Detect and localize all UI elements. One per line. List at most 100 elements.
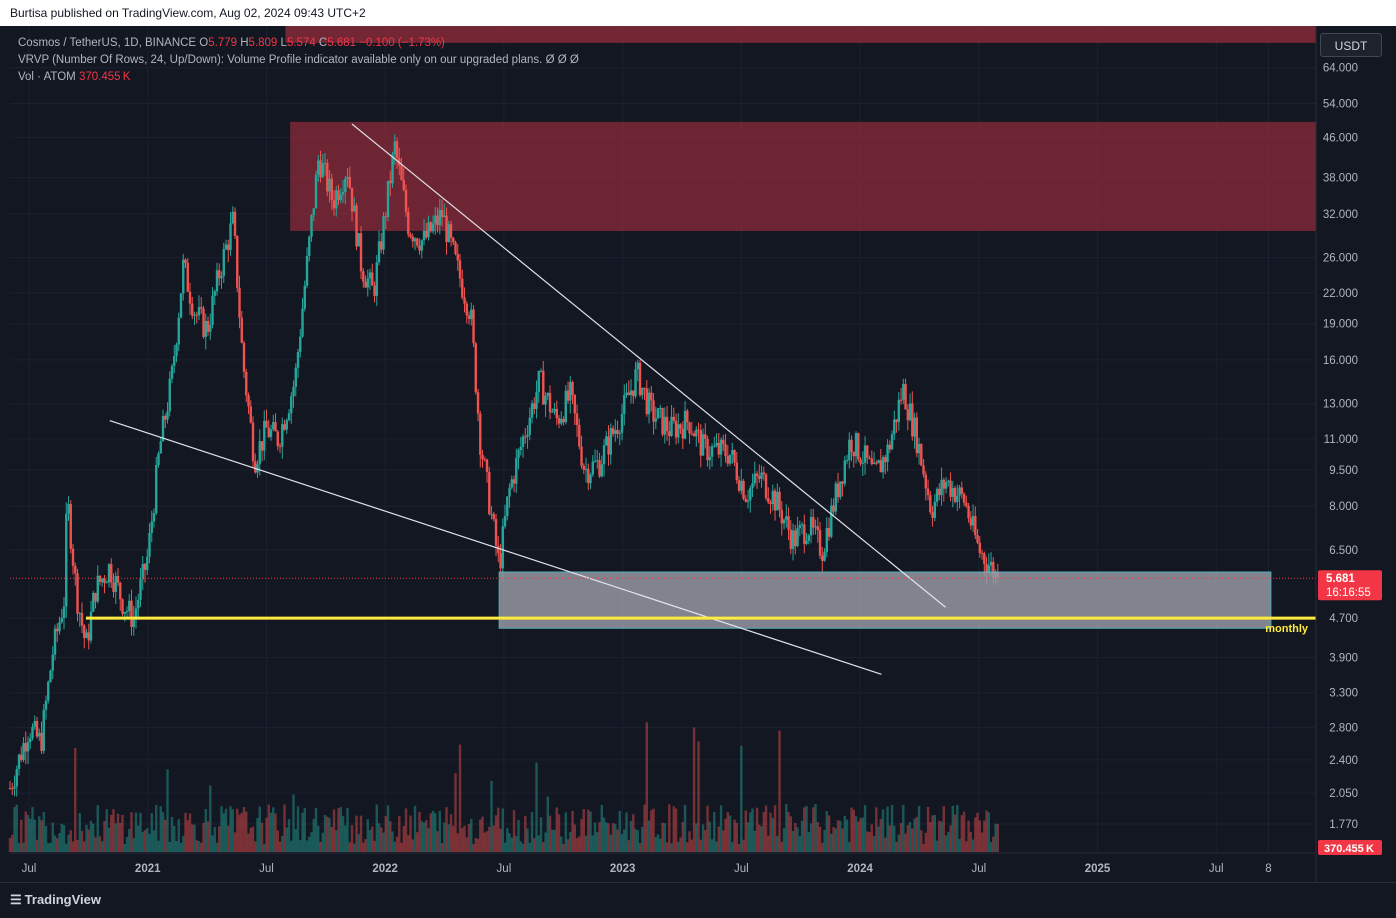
monthly-label: monthly	[1265, 623, 1309, 635]
candle-body	[654, 418, 657, 422]
volume-bar	[740, 745, 743, 852]
candle-body	[303, 285, 306, 309]
volume-bar	[519, 841, 522, 852]
volume-bar	[242, 806, 246, 852]
volume-bar	[485, 831, 489, 852]
volume-bar	[877, 826, 880, 852]
candle-body	[890, 434, 894, 450]
candle-body	[971, 515, 975, 526]
candle-body	[182, 259, 185, 294]
candle-body	[699, 430, 702, 456]
candle-body	[544, 395, 547, 405]
candle-body	[926, 488, 930, 496]
top-resistance-zone	[285, 26, 1316, 43]
volume-bar	[409, 815, 412, 852]
publisher-bar: Burtisa published on TradingView.com, Au…	[0, 0, 1396, 26]
volume-bar	[661, 822, 664, 852]
candle-body	[389, 180, 392, 184]
volume-label[interactable]: Vol · ATOM	[18, 71, 76, 83]
legend-symbol-row: Cosmos / TetherUS, 1D, BINANCE O5.779 H5…	[18, 35, 579, 52]
candle-body	[587, 468, 590, 484]
volume-bar	[933, 814, 937, 852]
volume-bar	[665, 842, 669, 852]
volume-bar	[904, 833, 907, 852]
candle-body	[773, 490, 777, 511]
candle-body	[11, 788, 14, 790]
candle-body	[922, 465, 925, 475]
candle-body	[35, 721, 39, 737]
candle-body	[292, 386, 295, 397]
candle-body	[51, 654, 54, 671]
volume-bar	[935, 840, 939, 852]
currency-button[interactable]: USDT	[1320, 33, 1382, 57]
candle-body	[265, 420, 268, 428]
volume-bar	[449, 814, 453, 852]
candle-body	[776, 491, 779, 511]
volume-bar	[290, 840, 293, 852]
candle-body	[805, 540, 808, 544]
candle-body	[105, 582, 108, 584]
time-tick-label: 2024	[847, 863, 873, 875]
volume-bar	[179, 842, 183, 852]
candle-body	[227, 244, 230, 251]
candle-body	[742, 480, 745, 499]
volume-bar	[978, 820, 982, 852]
candle-body	[359, 233, 363, 272]
candle-body	[553, 408, 556, 412]
volume-bar	[985, 810, 988, 852]
candle-body	[245, 371, 248, 396]
volume-bar	[382, 832, 385, 852]
tradingview-logo[interactable]: ☰ TradingView	[10, 892, 101, 908]
candle-body	[240, 317, 243, 343]
candle-body	[488, 472, 491, 515]
volume-bar	[715, 841, 718, 852]
volume-bar	[38, 816, 41, 852]
chart-frame[interactable]: monthly 64.000 54.000 46.000 38.000 32.000 26…	[0, 26, 1396, 918]
candle-body	[710, 446, 714, 457]
candle-body	[490, 513, 493, 515]
volume-bar	[420, 821, 423, 852]
volume-bar	[969, 832, 973, 852]
candle-body	[177, 317, 180, 345]
candle-body	[391, 154, 394, 184]
candle-body	[782, 519, 786, 524]
volume-bar	[553, 829, 556, 852]
candle-body	[384, 216, 387, 218]
volume-bar	[845, 819, 849, 852]
volume-bar	[886, 806, 889, 852]
candle-body	[251, 422, 255, 462]
candle-body	[530, 403, 534, 418]
volume-bar	[445, 807, 448, 852]
volume-bar	[15, 804, 18, 852]
volume-bar	[710, 839, 714, 852]
volume-bar	[197, 841, 201, 852]
candle-body	[449, 224, 453, 238]
price-chart[interactable]: monthly 64.000 54.000 46.000 38.000 32.000 26…	[0, 26, 1396, 882]
volume-bar	[74, 747, 77, 852]
volume-bar	[526, 828, 529, 852]
candle-body	[17, 754, 21, 770]
volume-bar	[231, 809, 234, 852]
volume-bar	[956, 804, 959, 852]
candle-body	[107, 564, 111, 583]
candle-body	[193, 314, 196, 316]
candle-body	[546, 393, 549, 396]
volume-bar	[348, 842, 351, 852]
volume-bar	[461, 828, 464, 852]
volume-bar	[884, 837, 887, 852]
volume-bar	[265, 817, 268, 852]
volume-bar	[56, 838, 59, 852]
candle-body	[308, 236, 311, 256]
candle-body	[695, 429, 698, 437]
vrvp-text[interactable]: VRVP (Number Of Rows, 24, Up/Down): Volu…	[18, 54, 543, 66]
candle-body	[202, 308, 205, 337]
volume-bar	[128, 829, 131, 852]
candle-body	[557, 418, 561, 424]
volume-bars	[8, 722, 1000, 852]
volume-bar	[209, 785, 212, 852]
symbol-name[interactable]: Cosmos / TetherUS, 1D, BINANCE	[18, 37, 197, 49]
volume-bar	[564, 812, 567, 852]
volume-bar	[699, 839, 702, 852]
candle-body	[274, 422, 277, 432]
legend-volume-row: Vol · ATOM 370.455 K	[18, 69, 579, 86]
